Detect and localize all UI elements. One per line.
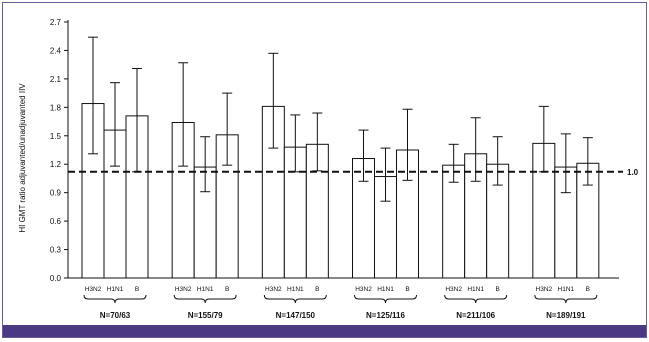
- y-tick-label: 1.5: [50, 132, 62, 141]
- y-tick-label: 2.4: [50, 46, 62, 55]
- category-label: H3N2: [265, 286, 282, 293]
- category-label: B: [315, 286, 319, 293]
- group-label: N=147/150: [276, 311, 316, 320]
- category-label: B: [495, 286, 499, 293]
- y-tick-label: 0.9: [50, 189, 62, 198]
- y-tick-label: 0.0: [50, 274, 62, 283]
- y-tick-label: 1.8: [50, 103, 62, 112]
- category-label: B: [225, 286, 229, 293]
- category-label: H1N1: [467, 286, 484, 293]
- group-label: N=189/191: [546, 311, 586, 320]
- category-label: B: [586, 286, 590, 293]
- group-brace: [173, 294, 237, 304]
- axes: [64, 20, 619, 279]
- category-label: H1N1: [197, 286, 214, 293]
- y-tick-label: 2.1: [50, 75, 62, 84]
- y-tick-label: 1.2: [50, 160, 62, 169]
- category-label: H3N2: [85, 286, 102, 293]
- group-brace: [444, 294, 508, 304]
- labels-layer: 0.0 0.3 0.6 0.9 1.2 1.5 1.8 2.1 2.4 2.7 HI GMT rat…: [18, 18, 639, 320]
- bottom-band: [3, 325, 646, 337]
- y-axis-title: HI GMT ratio adjuvanted/unadjuvanted IIV: [18, 83, 27, 233]
- y-tick-label: 0.6: [50, 217, 62, 226]
- y-tick-label: 0.3: [50, 246, 62, 255]
- group-label: N=155/79: [188, 311, 223, 320]
- group-label: N=211/106: [456, 311, 495, 320]
- y-tick-label: 2.7: [50, 18, 62, 27]
- category-label: H3N2: [175, 286, 192, 293]
- category-label: B: [405, 286, 409, 293]
- group-brace: [83, 294, 147, 304]
- category-label: H1N1: [107, 286, 124, 293]
- bar-chart: 0.0 0.3 0.6 0.9 1.2 1.5 1.8 2.1 2.4 2.7 HI GMT rat…: [18, 18, 639, 320]
- category-label: B: [135, 286, 139, 293]
- bars-layer: [68, 36, 623, 279]
- category-label: H3N2: [536, 286, 553, 293]
- group-brace: [354, 294, 417, 304]
- group-label: N=125/116: [366, 311, 405, 320]
- category-label: H1N1: [558, 286, 575, 293]
- category-label: H3N2: [445, 286, 462, 293]
- category-label: H1N1: [377, 286, 394, 293]
- reference-line-label: 1.0: [627, 168, 639, 177]
- group-brace: [534, 294, 598, 304]
- group-label: N=70/63: [100, 311, 131, 320]
- group-brace: [263, 294, 327, 304]
- category-label: H3N2: [355, 286, 372, 293]
- category-label: H1N1: [287, 286, 304, 293]
- chart-frame: 0.0 0.3 0.6 0.9 1.2 1.5 1.8 2.1 2.4 2.7 HI GMT rat…: [2, 2, 647, 338]
